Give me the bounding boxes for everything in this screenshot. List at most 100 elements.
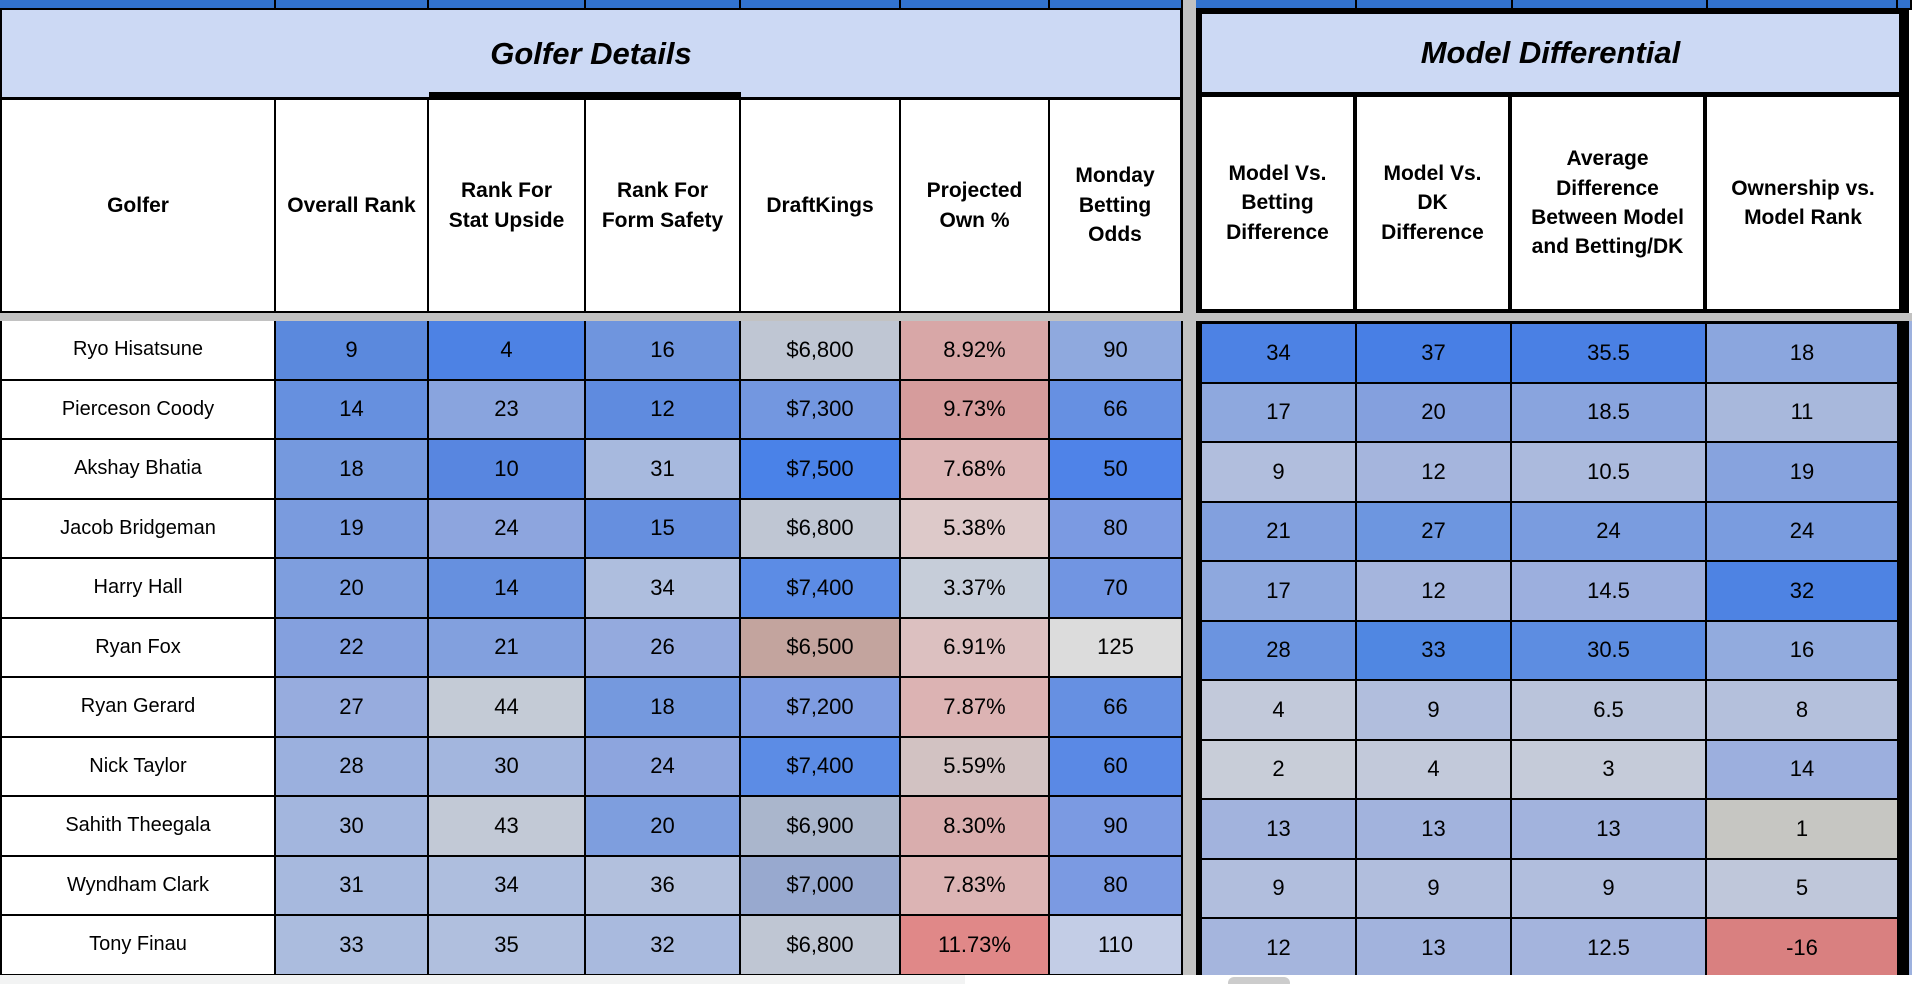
- data-cell[interactable]: 28: [276, 737, 429, 797]
- data-cell[interactable]: 13: [1357, 800, 1512, 860]
- data-cell[interactable]: 18.5: [1512, 383, 1707, 443]
- data-cell[interactable]: 28: [1202, 621, 1357, 681]
- data-cell[interactable]: 21: [1202, 502, 1357, 562]
- data-cell[interactable]: 31: [276, 856, 429, 916]
- data-cell[interactable]: 18: [1707, 324, 1899, 384]
- data-cell[interactable]: 12: [1357, 443, 1512, 503]
- data-cell[interactable]: 9: [1357, 859, 1512, 919]
- data-cell[interactable]: 8.92%: [901, 321, 1050, 381]
- data-cell[interactable]: 31: [586, 440, 741, 500]
- data-cell[interactable]: 66: [1050, 380, 1183, 440]
- data-cell[interactable]: 14: [276, 380, 429, 440]
- pane-divider-horizontal[interactable]: [0, 313, 1912, 321]
- golfer-name-cell[interactable]: Nick Taylor: [2, 737, 276, 797]
- data-cell[interactable]: 8.30%: [901, 797, 1050, 857]
- data-cell[interactable]: 110: [1050, 916, 1183, 976]
- data-cell[interactable]: 12.5: [1512, 919, 1707, 979]
- data-cell[interactable]: 37: [1357, 324, 1512, 384]
- column-header-rank-form-safety[interactable]: Rank For Form Safety: [586, 100, 741, 311]
- data-cell[interactable]: 18: [276, 440, 429, 500]
- data-cell[interactable]: 12: [1202, 919, 1357, 979]
- data-cell[interactable]: 24: [1512, 502, 1707, 562]
- golfer-name-cell[interactable]: Akshay Bhatia: [2, 440, 276, 500]
- data-cell[interactable]: 35: [429, 916, 586, 976]
- golfer-name-cell[interactable]: Pierceson Coody: [2, 380, 276, 440]
- data-cell[interactable]: 14: [429, 559, 586, 619]
- data-cell[interactable]: 30: [276, 797, 429, 857]
- golfer-name-cell[interactable]: Sahith Theegala: [2, 797, 276, 857]
- column-header-monday-betting-odds[interactable]: Monday Betting Odds: [1075, 164, 1155, 247]
- golfer-name-cell[interactable]: Wyndham Clark: [2, 856, 276, 916]
- data-cell[interactable]: 22: [276, 618, 429, 678]
- data-cell[interactable]: 24: [586, 737, 741, 797]
- data-cell[interactable]: 60: [1050, 737, 1183, 797]
- column-header-average-difference[interactable]: Average Difference Between Model and Bet…: [1512, 97, 1707, 309]
- data-cell[interactable]: 16: [586, 321, 741, 381]
- data-cell[interactable]: 36: [586, 856, 741, 916]
- data-cell[interactable]: -16: [1707, 919, 1899, 979]
- data-cell[interactable]: 21: [429, 618, 586, 678]
- data-cell[interactable]: 5.59%: [901, 737, 1050, 797]
- data-cell[interactable]: 3.37%: [901, 559, 1050, 619]
- data-cell[interactable]: 9: [276, 321, 429, 381]
- column-header-projected-own[interactable]: Projected Own %: [901, 100, 1050, 311]
- data-cell[interactable]: $7,400: [741, 737, 901, 797]
- data-cell[interactable]: 30.5: [1512, 621, 1707, 681]
- data-cell[interactable]: 50: [1050, 440, 1183, 500]
- data-cell[interactable]: 43: [429, 797, 586, 857]
- data-cell[interactable]: 13: [1512, 800, 1707, 860]
- column-header-rank-stat-upside[interactable]: Rank For Stat Upside: [429, 100, 586, 311]
- golfer-name-cell[interactable]: Harry Hall: [2, 559, 276, 619]
- data-cell[interactable]: $7,000: [741, 856, 901, 916]
- data-cell[interactable]: 90: [1050, 797, 1183, 857]
- data-cell[interactable]: 16: [1707, 621, 1899, 681]
- data-cell[interactable]: 8: [1707, 681, 1899, 741]
- data-cell[interactable]: 80: [1050, 856, 1183, 916]
- column-header-golfer[interactable]: Golfer: [2, 100, 276, 311]
- golfer-name-cell[interactable]: Ryan Gerard: [2, 678, 276, 738]
- data-cell[interactable]: 44: [429, 678, 586, 738]
- column-header-ownership-vs-model[interactable]: Ownership vs. Model Rank: [1731, 176, 1875, 229]
- data-cell[interactable]: 26: [586, 618, 741, 678]
- data-cell[interactable]: $7,400: [741, 559, 901, 619]
- data-cell[interactable]: 14.5: [1512, 562, 1707, 622]
- golfer-name-cell[interactable]: Ryo Hisatsune: [2, 321, 276, 381]
- data-cell[interactable]: 20: [586, 797, 741, 857]
- data-cell[interactable]: 32: [586, 916, 741, 976]
- data-cell[interactable]: 90: [1050, 321, 1183, 381]
- golfer-details-title[interactable]: Golfer Details: [0, 10, 1183, 100]
- data-cell[interactable]: 125: [1050, 618, 1183, 678]
- data-cell[interactable]: 33: [276, 916, 429, 976]
- data-cell[interactable]: 6.91%: [901, 618, 1050, 678]
- data-cell[interactable]: 34: [586, 559, 741, 619]
- data-cell[interactable]: 9: [1202, 859, 1357, 919]
- data-cell[interactable]: 9.73%: [901, 380, 1050, 440]
- data-cell[interactable]: 13: [1202, 800, 1357, 860]
- data-cell[interactable]: 4: [1357, 740, 1512, 800]
- model-differential-title[interactable]: Model Differential: [1196, 10, 1909, 97]
- data-cell[interactable]: $6,800: [741, 916, 901, 976]
- data-cell[interactable]: 14: [1707, 740, 1899, 800]
- column-header-overall-rank[interactable]: Overall Rank: [276, 100, 429, 311]
- data-cell[interactable]: 5.38%: [901, 499, 1050, 559]
- data-cell[interactable]: 17: [1202, 562, 1357, 622]
- data-cell[interactable]: 5: [1707, 859, 1899, 919]
- data-cell[interactable]: 19: [276, 499, 429, 559]
- pane-divider-vertical[interactable]: [1183, 0, 1196, 984]
- data-cell[interactable]: 6.5: [1512, 681, 1707, 741]
- data-cell[interactable]: 27: [1357, 502, 1512, 562]
- data-cell[interactable]: 11: [1707, 383, 1899, 443]
- data-cell[interactable]: $6,800: [741, 499, 901, 559]
- data-cell[interactable]: 24: [429, 499, 586, 559]
- data-cell[interactable]: 10: [429, 440, 586, 500]
- data-cell[interactable]: 12: [586, 380, 741, 440]
- data-cell[interactable]: $7,500: [741, 440, 901, 500]
- data-cell[interactable]: 11.73%: [901, 916, 1050, 976]
- data-cell[interactable]: 23: [429, 380, 586, 440]
- data-cell[interactable]: 27: [276, 678, 429, 738]
- data-cell[interactable]: 7.83%: [901, 856, 1050, 916]
- data-cell[interactable]: $6,900: [741, 797, 901, 857]
- data-cell[interactable]: 7.68%: [901, 440, 1050, 500]
- golfer-name-cell[interactable]: Ryan Fox: [2, 618, 276, 678]
- data-cell[interactable]: 15: [586, 499, 741, 559]
